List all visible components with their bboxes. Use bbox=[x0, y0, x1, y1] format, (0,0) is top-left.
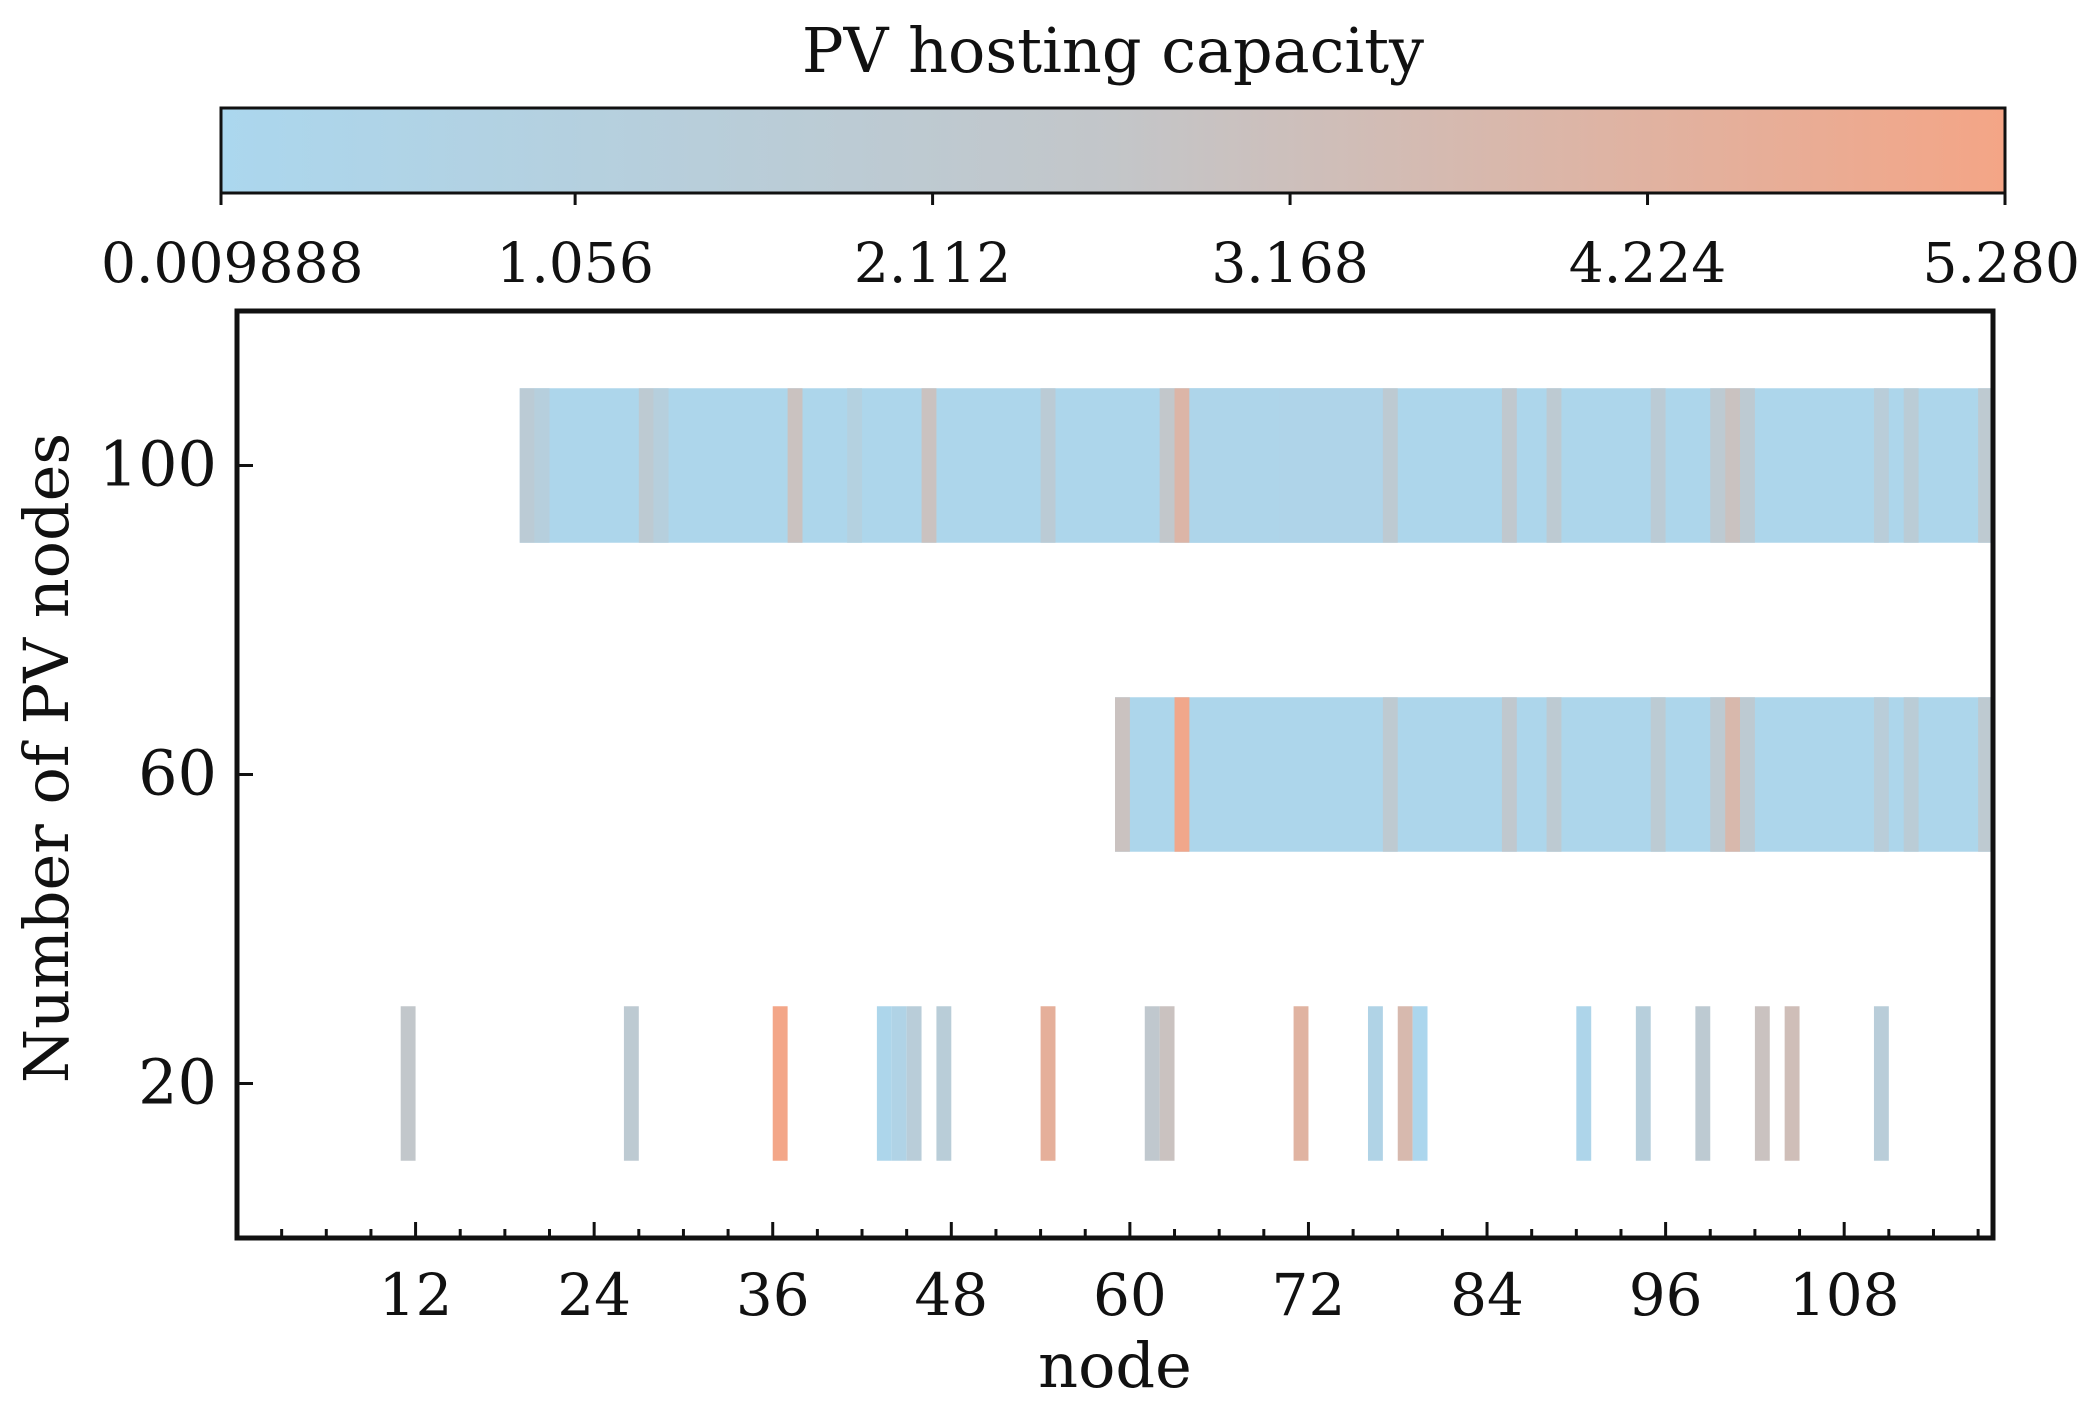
heat-cell bbox=[936, 1006, 952, 1161]
heat-cell bbox=[1725, 388, 1741, 543]
colorbar-tick-label: 0.009888 bbox=[101, 231, 363, 295]
y-axis: 20 60 100 bbox=[99, 428, 253, 1119]
heat-cell bbox=[1784, 1006, 1800, 1161]
heat-cell bbox=[1040, 1006, 1056, 1161]
heat-cell bbox=[1754, 1006, 1770, 1161]
heat-cell bbox=[1710, 388, 1726, 543]
colorbar-tick-label: 3.168 bbox=[1211, 231, 1368, 295]
heatmap-bands bbox=[400, 388, 1993, 1161]
x-tick-label: 24 bbox=[557, 1261, 631, 1329]
y-tick-label: 100 bbox=[99, 428, 217, 501]
heat-cell bbox=[1873, 697, 1889, 852]
heat-cell bbox=[1382, 697, 1398, 852]
heat-cell bbox=[1278, 388, 1383, 543]
heat-cell bbox=[1546, 388, 1562, 543]
heat-cell bbox=[1650, 697, 1666, 852]
heat-cell bbox=[638, 388, 654, 543]
heat-cell bbox=[1174, 697, 1190, 852]
colorbar-title: PV hosting capacity bbox=[802, 14, 1424, 87]
x-tick-label: 108 bbox=[1789, 1261, 1900, 1329]
heat-cell bbox=[921, 388, 937, 543]
heat-cell bbox=[1144, 1006, 1160, 1161]
heat-cell bbox=[1412, 1006, 1428, 1161]
heat-cell bbox=[519, 388, 535, 543]
heat-cell bbox=[623, 1006, 639, 1161]
heat-cell bbox=[847, 388, 863, 543]
heat-cell bbox=[1903, 697, 1919, 852]
y-tick-label: 20 bbox=[138, 1046, 217, 1119]
x-tick-label: 12 bbox=[379, 1261, 453, 1329]
heat-cell bbox=[1576, 1006, 1592, 1161]
heat-cell bbox=[1740, 388, 1755, 543]
heat-cell bbox=[1978, 388, 1993, 543]
heat-cell bbox=[1650, 388, 1666, 543]
heat-cell bbox=[653, 388, 669, 543]
heat-cell bbox=[1159, 388, 1175, 543]
heat-cell bbox=[1501, 697, 1517, 852]
heat-cell bbox=[876, 1006, 892, 1161]
heat-cell bbox=[1115, 697, 1130, 852]
colorbar: PV hosting capacity 0.009888 1.056 2.112 3.… bbox=[101, 14, 2080, 295]
band-100 bbox=[519, 388, 1993, 543]
colorbar-tick-label: 2.112 bbox=[854, 231, 1011, 295]
x-tick-label: 60 bbox=[1093, 1261, 1167, 1329]
colorbar-ticks: 0.009888 1.056 2.112 3.168 4.224 5.280 bbox=[101, 193, 2080, 295]
x-axis: 12 24 36 48 60 72 84 96 108 bbox=[280, 1222, 1980, 1329]
heat-cell bbox=[1174, 388, 1190, 543]
heat-cell bbox=[1903, 388, 1919, 543]
colorbar-tick-label: 5.280 bbox=[1923, 231, 2080, 295]
heat-cell bbox=[1725, 697, 1741, 852]
x-tick-label: 72 bbox=[1272, 1261, 1346, 1329]
heat-cell bbox=[1040, 388, 1056, 543]
heat-cell bbox=[1501, 388, 1517, 543]
heat-cell bbox=[772, 1006, 788, 1161]
heat-cell bbox=[1740, 697, 1755, 852]
x-axis-label: node bbox=[1038, 1329, 1192, 1402]
heat-cell bbox=[1873, 1006, 1889, 1161]
heat-cell bbox=[534, 388, 550, 543]
colorbar-tick-label: 1.056 bbox=[496, 231, 653, 295]
heat-cell bbox=[1710, 697, 1726, 852]
heat-cell bbox=[1382, 388, 1398, 543]
heat-cell bbox=[891, 1006, 907, 1161]
x-tick-label: 36 bbox=[736, 1261, 810, 1329]
x-tick-label: 48 bbox=[914, 1261, 988, 1329]
heat-cell bbox=[1397, 1006, 1413, 1161]
heat-cell bbox=[1189, 388, 1279, 543]
heat-cell bbox=[1367, 1006, 1383, 1161]
x-tick-label: 84 bbox=[1450, 1261, 1524, 1329]
plot-area: 12 24 36 48 60 72 84 96 108 20 60 100 node Number … bbox=[10, 308, 1996, 1402]
band-20 bbox=[400, 1006, 1889, 1161]
colorbar-gradient bbox=[219, 106, 2007, 195]
x-tick-label: 96 bbox=[1629, 1261, 1703, 1329]
heat-cell bbox=[1873, 388, 1889, 543]
heat-cell bbox=[787, 388, 803, 543]
y-axis-label: Number of PV nodes bbox=[10, 433, 83, 1083]
y-tick-label: 60 bbox=[138, 737, 217, 810]
heat-cell bbox=[1978, 697, 1993, 852]
heat-cell bbox=[1695, 1006, 1711, 1161]
heat-cell bbox=[1293, 1006, 1309, 1161]
heat-cell bbox=[1159, 1006, 1175, 1161]
heat-cell bbox=[906, 1006, 922, 1161]
colorbar-tick-label: 4.224 bbox=[1569, 231, 1726, 295]
heat-cell bbox=[1546, 697, 1562, 852]
heat-cell bbox=[1635, 1006, 1651, 1161]
band-60 bbox=[1115, 697, 1993, 852]
heat-cell bbox=[400, 1006, 416, 1161]
